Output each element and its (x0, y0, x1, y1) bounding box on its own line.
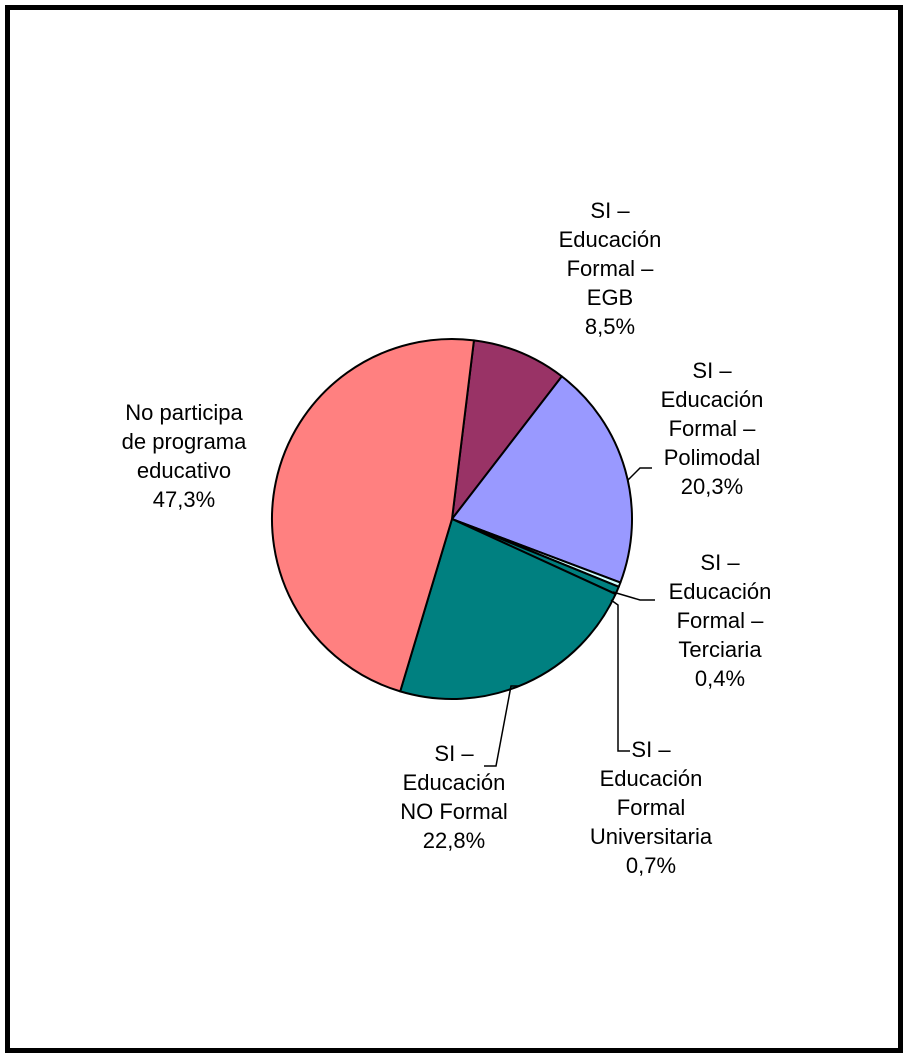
pie-slice-4 (399, 518, 617, 700)
data-label-line: SI – (692, 358, 732, 383)
leader-line-no-formal (484, 685, 519, 767)
data-label-line: SI – (631, 737, 671, 762)
data-label-line: Educación (660, 387, 764, 412)
data-label-line: SI – (590, 198, 630, 223)
data-label-polimodal: SI – Educación Formal – Polimodal 20,3% (622, 356, 802, 501)
data-label-line: Educación (402, 770, 506, 795)
data-label-value: 0,4% (694, 666, 746, 691)
data-label-line: educativo (136, 458, 232, 483)
data-label-line: Educación (558, 227, 662, 252)
leader-line-terciaria (612, 591, 655, 601)
pie-slices (271, 337, 633, 700)
data-label-value: 0,7% (625, 853, 677, 878)
pie-slice-0 (451, 339, 563, 520)
data-label-line: Educación (668, 579, 772, 604)
data-label-line: Formal – (566, 256, 654, 281)
data-label-line: Formal – (676, 608, 764, 633)
data-label-value: 22,8% (422, 828, 486, 853)
data-label-value: 47,3% (152, 487, 216, 512)
data-label-value: 8,5% (584, 314, 636, 339)
pie-slice-5 (271, 337, 475, 693)
leader-line-universitaria (610, 599, 630, 752)
data-label-line: EGB (586, 285, 634, 310)
data-label-value: 20,3% (680, 474, 744, 499)
pie-slice-1 (451, 375, 633, 584)
data-label-line: SI – (700, 550, 740, 575)
leader-lines (484, 467, 655, 767)
data-label-terciaria: SI – Educación Formal – Terciaria 0,4% (630, 548, 810, 693)
leader-line-polimodal (627, 467, 652, 481)
data-label-line: NO Formal (400, 799, 508, 824)
data-label-line: No participa (125, 400, 243, 425)
data-label-no-formal: SI – Educación NO Formal 22,8% (364, 739, 544, 855)
data-label-egb: SI – Educación Formal – EGB 8,5% (520, 196, 700, 341)
data-label-universitaria: SI – Educación Formal Universitaria 0,7% (561, 735, 741, 880)
data-label-line: SI – (434, 741, 474, 766)
data-label-line: Polimodal (663, 445, 761, 470)
data-label-line: de programa (121, 429, 247, 454)
data-label-line: Educación (599, 766, 703, 791)
data-label-no-participa: No participa de programa educativo 47,3% (94, 398, 274, 514)
data-label-line: Universitaria (589, 824, 713, 849)
data-label-line: Formal – (668, 416, 756, 441)
data-label-line: Formal (616, 795, 686, 820)
data-label-line: Terciaria (678, 637, 762, 662)
